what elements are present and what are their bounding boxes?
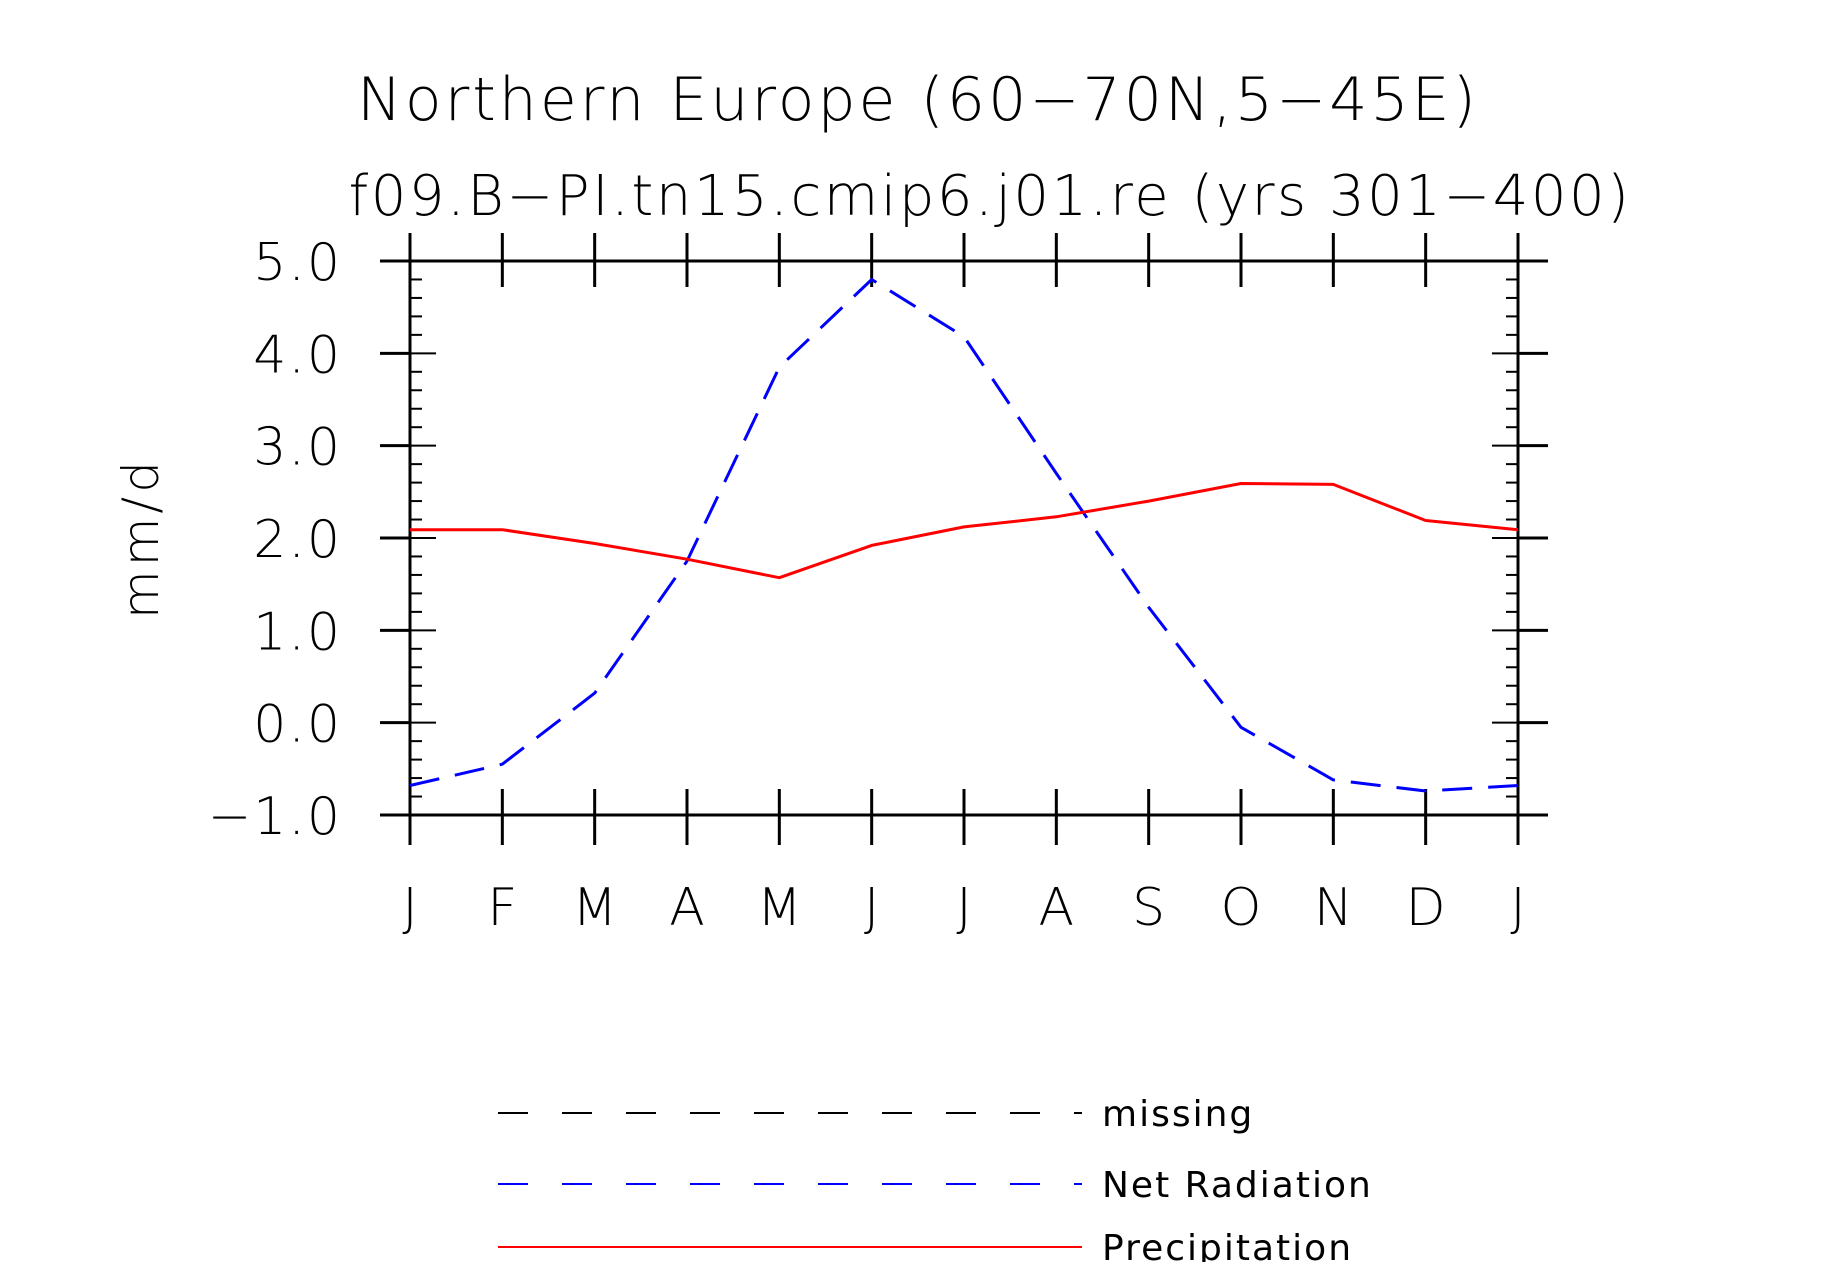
chart-subtitle: f09.B−PI.tn15.cmip6.j01.re (yrs 301−400) (348, 164, 1631, 229)
y-axis-label: mm/d (112, 457, 170, 619)
x-tick-label: O (1221, 878, 1262, 938)
y-tick-label: 2.0 (253, 510, 342, 570)
legend: missing Net Radiation Precipitation (498, 1094, 1373, 1262)
y-axis: −1.0 0.0 1.0 2.0 3.0 4.0 5.0 (208, 233, 1548, 847)
legend-label: missing (1102, 1094, 1254, 1135)
y-tick-label: 3.0 (253, 418, 342, 478)
x-tick-label: J (1510, 878, 1525, 938)
x-tick-label: M (572, 878, 617, 938)
y-tick-label: 1.0 (253, 602, 342, 662)
legend-label: Net Radiation (1102, 1165, 1373, 1206)
series-line-precipitation (410, 482, 1519, 580)
x-tick-label: S (1132, 878, 1165, 938)
y-tick-label: −1.0 (208, 787, 342, 847)
plot-border (408, 259, 1520, 817)
x-tick-label: A (669, 878, 705, 938)
y-tick-label: 0.0 (253, 695, 342, 755)
x-tick-label: D (1406, 878, 1446, 938)
x-tick-label: J (956, 878, 971, 938)
legend-label: Precipitation (1102, 1228, 1353, 1262)
plot-frame (408, 259, 1520, 817)
x-tick-label: F (487, 878, 517, 938)
x-tick-label: J (864, 878, 879, 938)
x-tick-label: M (757, 878, 802, 938)
y-tick-label: 5.0 (253, 233, 342, 293)
x-tick-label: A (1039, 878, 1075, 938)
series-line-net-radiation (409, 278, 1519, 793)
x-tick-label: N (1314, 878, 1353, 938)
chart-title: Northern Europe (60−70N,5−45E) (357, 65, 1479, 135)
y-tick-label: 4.0 (253, 325, 342, 385)
series-lines (409, 278, 1519, 793)
x-tick-label: J (402, 878, 417, 938)
